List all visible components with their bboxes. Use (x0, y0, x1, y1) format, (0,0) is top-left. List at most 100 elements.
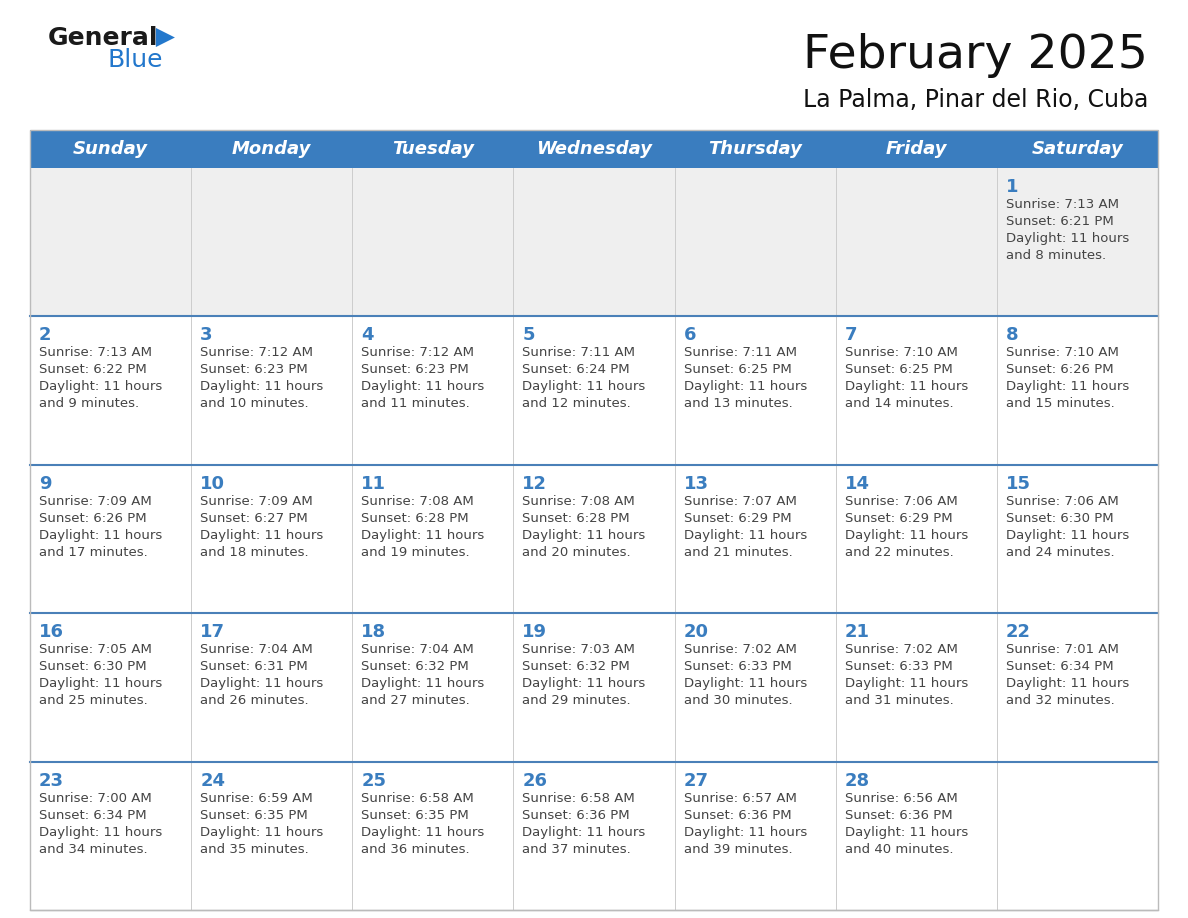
Text: 5: 5 (523, 327, 535, 344)
Text: Friday: Friday (885, 140, 947, 158)
Text: 28: 28 (845, 772, 870, 789)
Text: and 19 minutes.: and 19 minutes. (361, 546, 470, 559)
Text: and 26 minutes.: and 26 minutes. (200, 694, 309, 707)
Bar (30, 762, 1158, 910)
Text: General: General (48, 26, 158, 50)
Text: and 25 minutes.: and 25 minutes. (39, 694, 147, 707)
Text: Sunset: 6:32 PM: Sunset: 6:32 PM (523, 660, 630, 673)
Text: Daylight: 11 hours: Daylight: 11 hours (683, 825, 807, 839)
Text: Thursday: Thursday (708, 140, 802, 158)
Text: Daylight: 11 hours: Daylight: 11 hours (361, 825, 485, 839)
Text: Daylight: 11 hours: Daylight: 11 hours (39, 825, 163, 839)
Text: Daylight: 11 hours: Daylight: 11 hours (1006, 677, 1129, 690)
Text: Daylight: 11 hours: Daylight: 11 hours (39, 677, 163, 690)
Text: Monday: Monday (232, 140, 311, 158)
Text: and 22 minutes.: and 22 minutes. (845, 546, 954, 559)
Text: 16: 16 (39, 623, 64, 641)
Text: 11: 11 (361, 475, 386, 493)
Text: Sunrise: 7:13 AM: Sunrise: 7:13 AM (1006, 198, 1119, 211)
Text: and 24 minutes.: and 24 minutes. (1006, 546, 1114, 559)
Text: Sunset: 6:26 PM: Sunset: 6:26 PM (1006, 364, 1113, 376)
Bar (30, 130, 1158, 910)
Text: and 35 minutes.: and 35 minutes. (200, 843, 309, 856)
Text: 15: 15 (1006, 475, 1031, 493)
Text: Sunrise: 7:11 AM: Sunrise: 7:11 AM (683, 346, 797, 360)
Text: Sunset: 6:23 PM: Sunset: 6:23 PM (361, 364, 469, 376)
Text: Sunrise: 6:58 AM: Sunrise: 6:58 AM (361, 791, 474, 804)
Text: and 27 minutes.: and 27 minutes. (361, 694, 470, 707)
Text: Daylight: 11 hours: Daylight: 11 hours (200, 825, 323, 839)
Text: Daylight: 11 hours: Daylight: 11 hours (361, 380, 485, 394)
Text: Sunrise: 7:01 AM: Sunrise: 7:01 AM (1006, 644, 1119, 656)
Text: and 10 minutes.: and 10 minutes. (200, 397, 309, 410)
Text: and 11 minutes.: and 11 minutes. (361, 397, 470, 410)
Text: Sunrise: 6:58 AM: Sunrise: 6:58 AM (523, 791, 636, 804)
Text: Sunrise: 7:03 AM: Sunrise: 7:03 AM (523, 644, 636, 656)
Text: 23: 23 (39, 772, 64, 789)
Text: Sunrise: 7:05 AM: Sunrise: 7:05 AM (39, 644, 152, 656)
Text: Sunset: 6:36 PM: Sunset: 6:36 PM (523, 809, 630, 822)
Text: Blue: Blue (108, 48, 164, 72)
Text: 21: 21 (845, 623, 870, 641)
Text: 1: 1 (1006, 178, 1018, 196)
Text: Sunset: 6:34 PM: Sunset: 6:34 PM (39, 809, 146, 822)
Text: and 29 minutes.: and 29 minutes. (523, 694, 631, 707)
Text: Sunset: 6:30 PM: Sunset: 6:30 PM (39, 660, 146, 673)
Text: Daylight: 11 hours: Daylight: 11 hours (523, 529, 646, 542)
Text: 22: 22 (1006, 623, 1031, 641)
Text: 3: 3 (200, 327, 213, 344)
Text: Sunset: 6:29 PM: Sunset: 6:29 PM (845, 512, 953, 525)
Text: 6: 6 (683, 327, 696, 344)
Text: Daylight: 11 hours: Daylight: 11 hours (683, 677, 807, 690)
Text: 13: 13 (683, 475, 708, 493)
Text: Sunrise: 7:10 AM: Sunrise: 7:10 AM (1006, 346, 1119, 360)
Text: Sunset: 6:35 PM: Sunset: 6:35 PM (361, 809, 469, 822)
Text: February 2025: February 2025 (803, 32, 1148, 77)
Text: and 31 minutes.: and 31 minutes. (845, 694, 954, 707)
Text: and 17 minutes.: and 17 minutes. (39, 546, 147, 559)
Text: and 40 minutes.: and 40 minutes. (845, 843, 953, 856)
Text: Daylight: 11 hours: Daylight: 11 hours (523, 677, 646, 690)
Text: 9: 9 (39, 475, 51, 493)
Text: 20: 20 (683, 623, 708, 641)
Text: Sunrise: 7:08 AM: Sunrise: 7:08 AM (523, 495, 636, 508)
Text: and 36 minutes.: and 36 minutes. (361, 843, 470, 856)
Text: Sunrise: 6:57 AM: Sunrise: 6:57 AM (683, 791, 796, 804)
Text: and 15 minutes.: and 15 minutes. (1006, 397, 1114, 410)
Text: Sunset: 6:25 PM: Sunset: 6:25 PM (845, 364, 953, 376)
Text: Sunset: 6:33 PM: Sunset: 6:33 PM (845, 660, 953, 673)
Text: 25: 25 (361, 772, 386, 789)
Text: La Palma, Pinar del Rio, Cuba: La Palma, Pinar del Rio, Cuba (803, 88, 1148, 112)
Text: Sunset: 6:23 PM: Sunset: 6:23 PM (200, 364, 308, 376)
Text: Sunset: 6:36 PM: Sunset: 6:36 PM (845, 809, 953, 822)
Text: Daylight: 11 hours: Daylight: 11 hours (845, 677, 968, 690)
Text: 7: 7 (845, 327, 858, 344)
Bar (30, 613, 1158, 762)
Text: and 30 minutes.: and 30 minutes. (683, 694, 792, 707)
Text: and 34 minutes.: and 34 minutes. (39, 843, 147, 856)
Text: Sunrise: 7:02 AM: Sunrise: 7:02 AM (845, 644, 958, 656)
Text: 19: 19 (523, 623, 548, 641)
Bar (30, 317, 1158, 465)
Text: Daylight: 11 hours: Daylight: 11 hours (39, 380, 163, 394)
Text: Sunset: 6:36 PM: Sunset: 6:36 PM (683, 809, 791, 822)
Text: Wednesday: Wednesday (536, 140, 652, 158)
Text: Sunrise: 7:12 AM: Sunrise: 7:12 AM (200, 346, 314, 360)
Text: Sunset: 6:28 PM: Sunset: 6:28 PM (361, 512, 469, 525)
Text: Sunrise: 6:59 AM: Sunrise: 6:59 AM (200, 791, 312, 804)
Text: Sunrise: 7:02 AM: Sunrise: 7:02 AM (683, 644, 796, 656)
Text: 27: 27 (683, 772, 708, 789)
Text: Sunset: 6:29 PM: Sunset: 6:29 PM (683, 512, 791, 525)
Text: Saturday: Saturday (1031, 140, 1124, 158)
Text: Sunset: 6:26 PM: Sunset: 6:26 PM (39, 512, 146, 525)
Text: 18: 18 (361, 623, 386, 641)
Text: and 12 minutes.: and 12 minutes. (523, 397, 631, 410)
Text: Sunrise: 7:07 AM: Sunrise: 7:07 AM (683, 495, 796, 508)
Text: and 9 minutes.: and 9 minutes. (39, 397, 139, 410)
Text: 26: 26 (523, 772, 548, 789)
Text: Daylight: 11 hours: Daylight: 11 hours (845, 529, 968, 542)
Text: Sunset: 6:30 PM: Sunset: 6:30 PM (1006, 512, 1113, 525)
Text: Daylight: 11 hours: Daylight: 11 hours (1006, 380, 1129, 394)
Text: Daylight: 11 hours: Daylight: 11 hours (200, 529, 323, 542)
Text: Daylight: 11 hours: Daylight: 11 hours (683, 529, 807, 542)
